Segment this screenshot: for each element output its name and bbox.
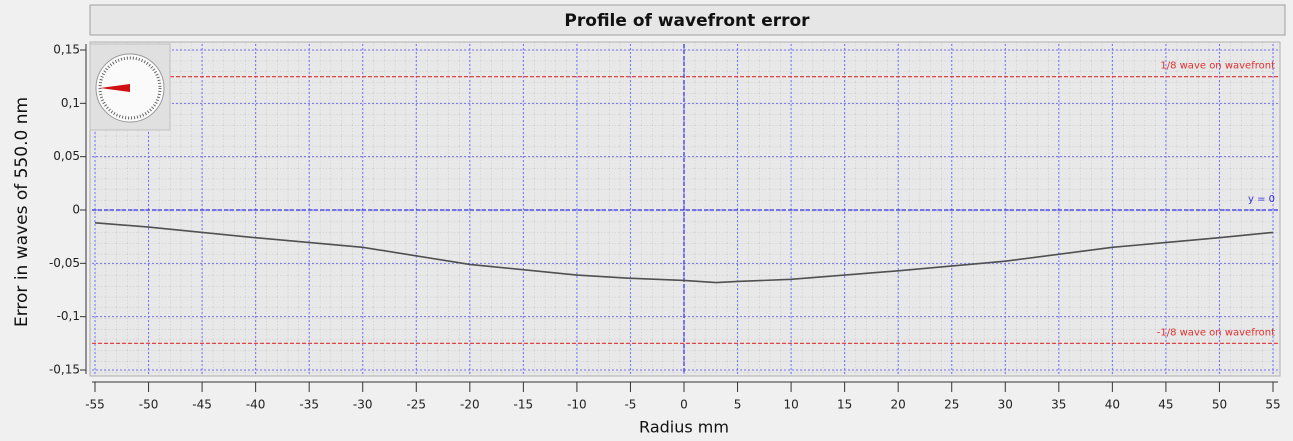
x-tick-label: 0 <box>680 398 688 412</box>
compass-needle <box>100 84 130 92</box>
x-tick-label: 35 <box>1051 398 1066 412</box>
y-tick-label: -0,1 <box>57 309 80 323</box>
minor-grid <box>90 42 1280 376</box>
y-tick-label: 0,05 <box>53 149 80 163</box>
x-tick-label: -20 <box>460 398 480 412</box>
x-tick-label: 40 <box>1105 398 1120 412</box>
reference-label: y = 0 <box>1248 194 1275 205</box>
y-axis-label: Error in waves of 550.0 nm <box>12 97 32 327</box>
x-tick-label: 50 <box>1212 398 1227 412</box>
x-tick-label: -40 <box>246 398 266 412</box>
compass <box>89 43 171 131</box>
chart-title: Profile of wavefront error <box>564 11 810 31</box>
x-tick-label: -55 <box>85 398 105 412</box>
x-tick-label: -45 <box>192 398 212 412</box>
x-tick-label: -5 <box>624 398 636 412</box>
profile-line <box>94 222 1274 284</box>
x-tick-label: 5 <box>734 398 742 412</box>
reference-label: 1/8 wave on wavefront <box>1160 61 1275 72</box>
x-tick-label: -15 <box>514 398 534 412</box>
x-tick-label: 15 <box>837 398 852 412</box>
y-tick-label: -0,15 <box>49 363 80 377</box>
y-tick-label: 0 <box>72 203 80 217</box>
x-tick-label: 25 <box>944 398 959 412</box>
x-tick-label: 55 <box>1265 398 1280 412</box>
y-tick-label: -0,05 <box>49 256 80 270</box>
x-tick-label: 30 <box>998 398 1013 412</box>
x-tick-label: -50 <box>139 398 159 412</box>
x-tick-label: -10 <box>567 398 587 412</box>
x-tick-label: -30 <box>353 398 373 412</box>
x-tick-label: 10 <box>783 398 798 412</box>
plot-layer: 1/8 wave on wavefront y = 0 -1/8 wave on w… <box>92 44 1278 374</box>
y-tick-label: 0,15 <box>53 43 80 57</box>
y-tick-label: 0,1 <box>61 96 80 110</box>
x-tick-label: -25 <box>406 398 426 412</box>
compass-ticks <box>98 56 162 120</box>
x-tick-label: -35 <box>299 398 319 412</box>
x-tick-label: 45 <box>1158 398 1173 412</box>
title-bar <box>89 4 1286 36</box>
x-tick-label: 20 <box>891 398 906 412</box>
reference-label: -1/8 wave on wavefront <box>1157 327 1275 338</box>
x-axis-label: Radius mm <box>639 418 729 437</box>
